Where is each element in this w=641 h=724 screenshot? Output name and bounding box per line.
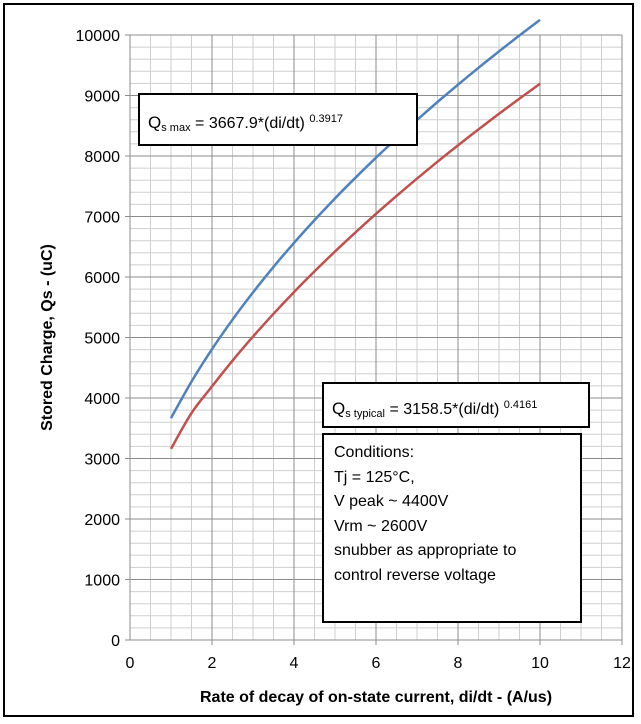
y-tick-label: 3000 (84, 452, 120, 469)
y-tick-label: 2000 (84, 512, 120, 529)
y-tick-label: 8000 (84, 149, 120, 166)
condition-line: V peak ~ 4400V (334, 493, 449, 510)
x-tick-label: 8 (454, 655, 463, 672)
max-equation-box: Qs max = 3667.9*(di/dt) 0.3917 (138, 93, 418, 146)
max-eq-exponent: 0.3917 (309, 113, 343, 125)
x-tick-label: 0 (126, 655, 135, 672)
condition-line: snubber as appropriate to (334, 542, 517, 559)
conditions-box: Conditions: Tj = 125°C, V peak ~ 4400V V… (322, 433, 582, 623)
y-tick-label: 0 (111, 633, 120, 650)
max-eq-subscript: s max (161, 122, 191, 134)
x-axis-title: Rate of decay of on-state current, di/dt… (200, 689, 552, 706)
x-tick-label: 4 (290, 655, 299, 672)
typ-eq-subscript: s typical (345, 408, 385, 420)
y-tick-labels: 0 1000 2000 3000 4000 5000 6000 7000 8000 9000 100… (76, 28, 121, 650)
x-tick-label: 6 (372, 655, 381, 672)
max-eq-q: Q (148, 113, 162, 132)
y-tick-label: 4000 (84, 391, 120, 408)
x-tick-label: 10 (531, 655, 549, 672)
series-lines (169, 18, 541, 450)
y-tick-label: 10000 (76, 28, 121, 45)
condition-line: Vrm ~ 2600V (334, 517, 428, 535)
y-tick-label: 1000 (84, 573, 120, 590)
typ-eq-exponent: 0.4161 (503, 399, 538, 411)
condition-line: control reverse voltage (334, 566, 496, 584)
typ-eq-q: Q (332, 399, 346, 418)
condition-line: Tj = 125°C, (334, 468, 415, 486)
x-tick-label: 2 (208, 655, 217, 672)
condition-line: Conditions: (334, 444, 415, 461)
typical-equation-box: Qs typical = 3158.5*(di/dt) 0.4161 (322, 382, 590, 428)
series-line-typical (169, 82, 541, 450)
max-eq-text: = 3667.9*(di/dt) (195, 115, 305, 132)
x-tick-labels: 0 2 4 6 8 10 12 (126, 655, 631, 672)
y-tick-label: 5000 (84, 331, 120, 348)
y-tick-label: 9000 (84, 89, 120, 106)
typ-eq-text: = 3158.5*(di/dt) (389, 401, 500, 418)
y-tick-label: 6000 (84, 270, 120, 287)
series-line-max (169, 18, 541, 419)
y-axis-title: Stored Charge, Qs - (uC) (39, 244, 56, 431)
x-tick-label: 12 (613, 655, 631, 672)
y-tick-label: 7000 (84, 210, 120, 227)
